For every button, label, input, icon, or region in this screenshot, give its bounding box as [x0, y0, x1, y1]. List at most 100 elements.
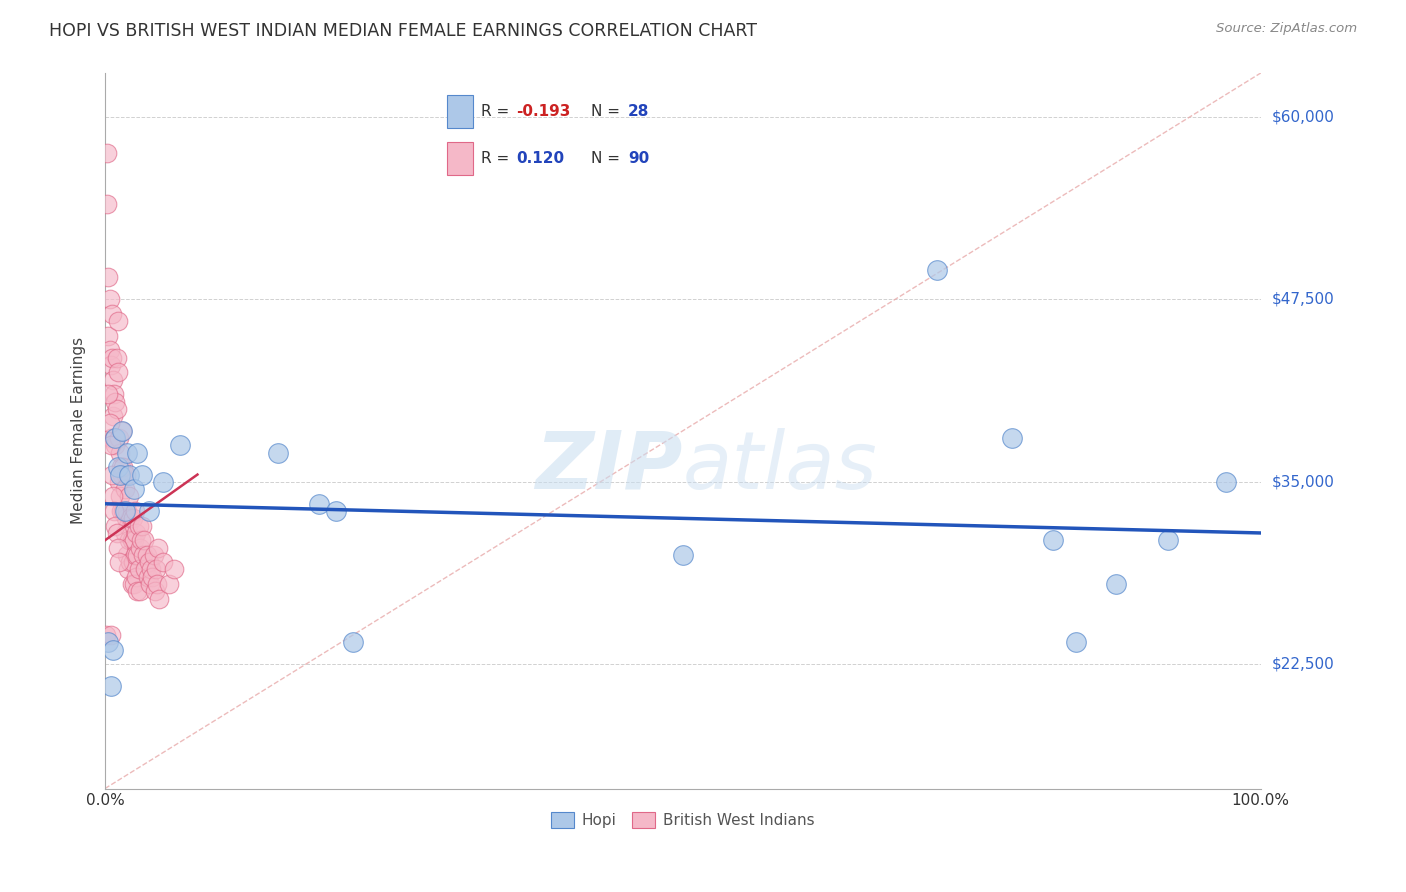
- Point: [117, 562, 139, 576]
- Point: [110, 460, 132, 475]
- Point: [100, 438, 122, 452]
- Point: [111, 424, 134, 438]
- Point: [134, 533, 156, 548]
- Point: [98, 417, 121, 431]
- Text: $60,000: $60,000: [1272, 110, 1334, 124]
- Point: [128, 541, 150, 555]
- Point: [114, 526, 136, 541]
- Point: [98, 343, 121, 358]
- Point: [169, 438, 191, 452]
- Point: [121, 511, 143, 525]
- Point: [1064, 635, 1087, 649]
- Point: [128, 562, 150, 576]
- Point: [132, 548, 155, 562]
- Point: [103, 387, 125, 401]
- Point: [96, 197, 118, 211]
- Point: [100, 431, 122, 445]
- Point: [121, 533, 143, 548]
- Legend: Hopi, British West Indians: Hopi, British West Indians: [546, 806, 821, 835]
- Point: [105, 351, 128, 365]
- Point: [157, 577, 180, 591]
- Text: Source: ZipAtlas.com: Source: ZipAtlas.com: [1216, 22, 1357, 36]
- Bar: [447, 142, 474, 175]
- Point: [107, 541, 129, 555]
- Point: [152, 475, 174, 489]
- Point: [100, 628, 122, 642]
- Point: [127, 445, 149, 459]
- Point: [138, 504, 160, 518]
- Text: 0.120: 0.120: [516, 151, 564, 166]
- Point: [97, 270, 120, 285]
- Point: [1042, 533, 1064, 548]
- Text: atlas: atlas: [683, 427, 877, 506]
- Point: [101, 467, 124, 482]
- Point: [325, 504, 347, 518]
- Point: [101, 351, 124, 365]
- Point: [1105, 577, 1128, 591]
- Point: [139, 577, 162, 591]
- Point: [108, 467, 131, 482]
- Text: $47,500: $47,500: [1272, 292, 1334, 307]
- Point: [108, 555, 131, 569]
- Text: 28: 28: [628, 103, 650, 119]
- Point: [97, 635, 120, 649]
- Point: [115, 548, 138, 562]
- Point: [121, 555, 143, 569]
- Point: [129, 533, 152, 548]
- Point: [114, 504, 136, 518]
- Point: [124, 504, 146, 518]
- Text: $22,500: $22,500: [1272, 657, 1334, 672]
- Point: [104, 431, 127, 445]
- Point: [105, 401, 128, 416]
- Point: [104, 518, 127, 533]
- Point: [308, 497, 330, 511]
- Point: [101, 409, 124, 424]
- Point: [122, 533, 145, 548]
- Point: [117, 518, 139, 533]
- Point: [94, 628, 117, 642]
- Point: [163, 562, 186, 576]
- Point: [124, 548, 146, 562]
- Text: R =: R =: [481, 151, 519, 166]
- Point: [101, 373, 124, 387]
- Bar: [447, 95, 474, 128]
- Text: R =: R =: [481, 103, 515, 119]
- Point: [98, 293, 121, 307]
- Point: [100, 358, 122, 372]
- Point: [122, 577, 145, 591]
- Point: [110, 504, 132, 518]
- Point: [107, 314, 129, 328]
- Y-axis label: Median Female Earnings: Median Female Earnings: [72, 337, 86, 524]
- Point: [120, 555, 142, 569]
- Point: [112, 504, 135, 518]
- Point: [104, 394, 127, 409]
- Point: [97, 387, 120, 401]
- Point: [127, 548, 149, 562]
- Point: [1157, 533, 1180, 548]
- Point: [152, 555, 174, 569]
- Point: [131, 467, 153, 482]
- Point: [136, 570, 159, 584]
- Point: [134, 562, 156, 576]
- Point: [118, 467, 141, 482]
- Point: [115, 445, 138, 459]
- Point: [100, 679, 122, 693]
- Point: [142, 548, 165, 562]
- Text: N =: N =: [591, 103, 624, 119]
- Point: [135, 548, 157, 562]
- Point: [1215, 475, 1237, 489]
- Point: [104, 438, 127, 452]
- Point: [672, 548, 695, 562]
- Point: [103, 431, 125, 445]
- Point: [120, 511, 142, 525]
- Text: $35,000: $35,000: [1272, 475, 1334, 490]
- Text: ZIP: ZIP: [536, 427, 683, 506]
- Point: [125, 570, 148, 584]
- Point: [108, 490, 131, 504]
- Point: [127, 584, 149, 599]
- Point: [118, 490, 141, 504]
- Point: [145, 562, 167, 576]
- Point: [138, 555, 160, 569]
- Point: [108, 475, 131, 489]
- Point: [121, 577, 143, 591]
